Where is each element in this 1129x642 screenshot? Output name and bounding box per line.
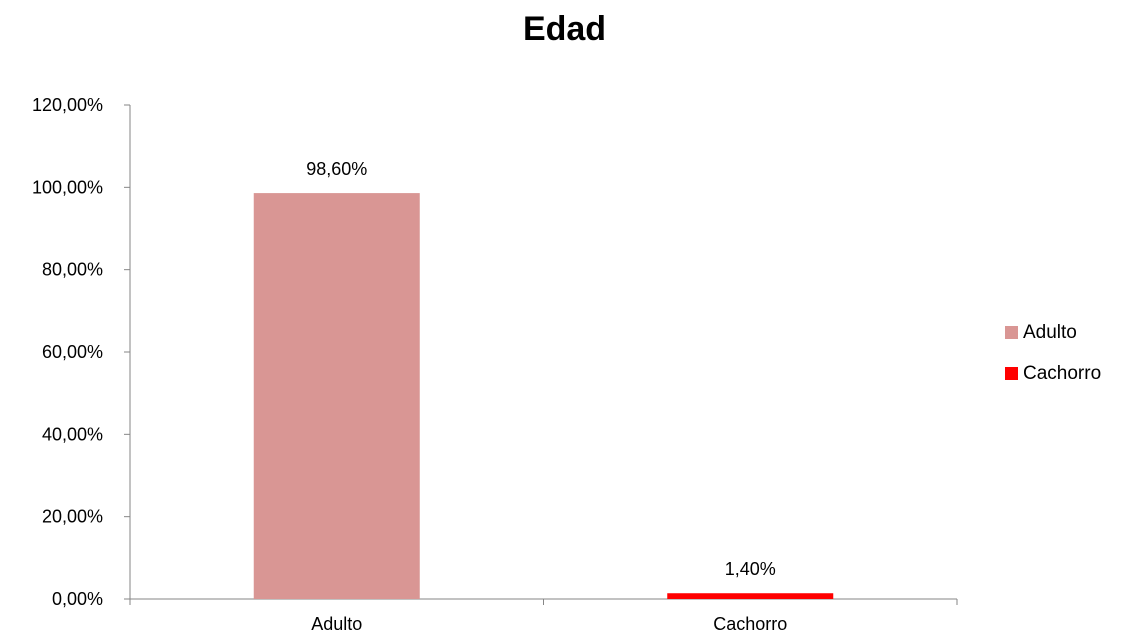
y-tick-label: 80,00% [42,260,103,280]
y-tick-label: 40,00% [42,424,103,444]
y-tick-label: 20,00% [42,507,103,527]
legend-label: Cachorro [1023,363,1101,384]
bar [253,193,420,599]
legend-label: Adulto [1023,322,1077,343]
chart-title: Edad [522,10,607,48]
data-label: 98,60% [306,159,367,179]
y-tick-label: 120,00% [32,95,103,115]
y-tick-label: 60,00% [42,342,103,362]
y-tick-label: 0,00% [52,589,103,609]
x-tick-label: Cachorro [713,614,787,634]
legend-swatch [1005,367,1018,380]
y-tick-label: 100,00% [32,177,103,197]
data-label: 1,40% [725,559,776,579]
bar [667,593,834,599]
legend-swatch [1005,326,1018,339]
x-tick-label: Adulto [311,614,362,634]
